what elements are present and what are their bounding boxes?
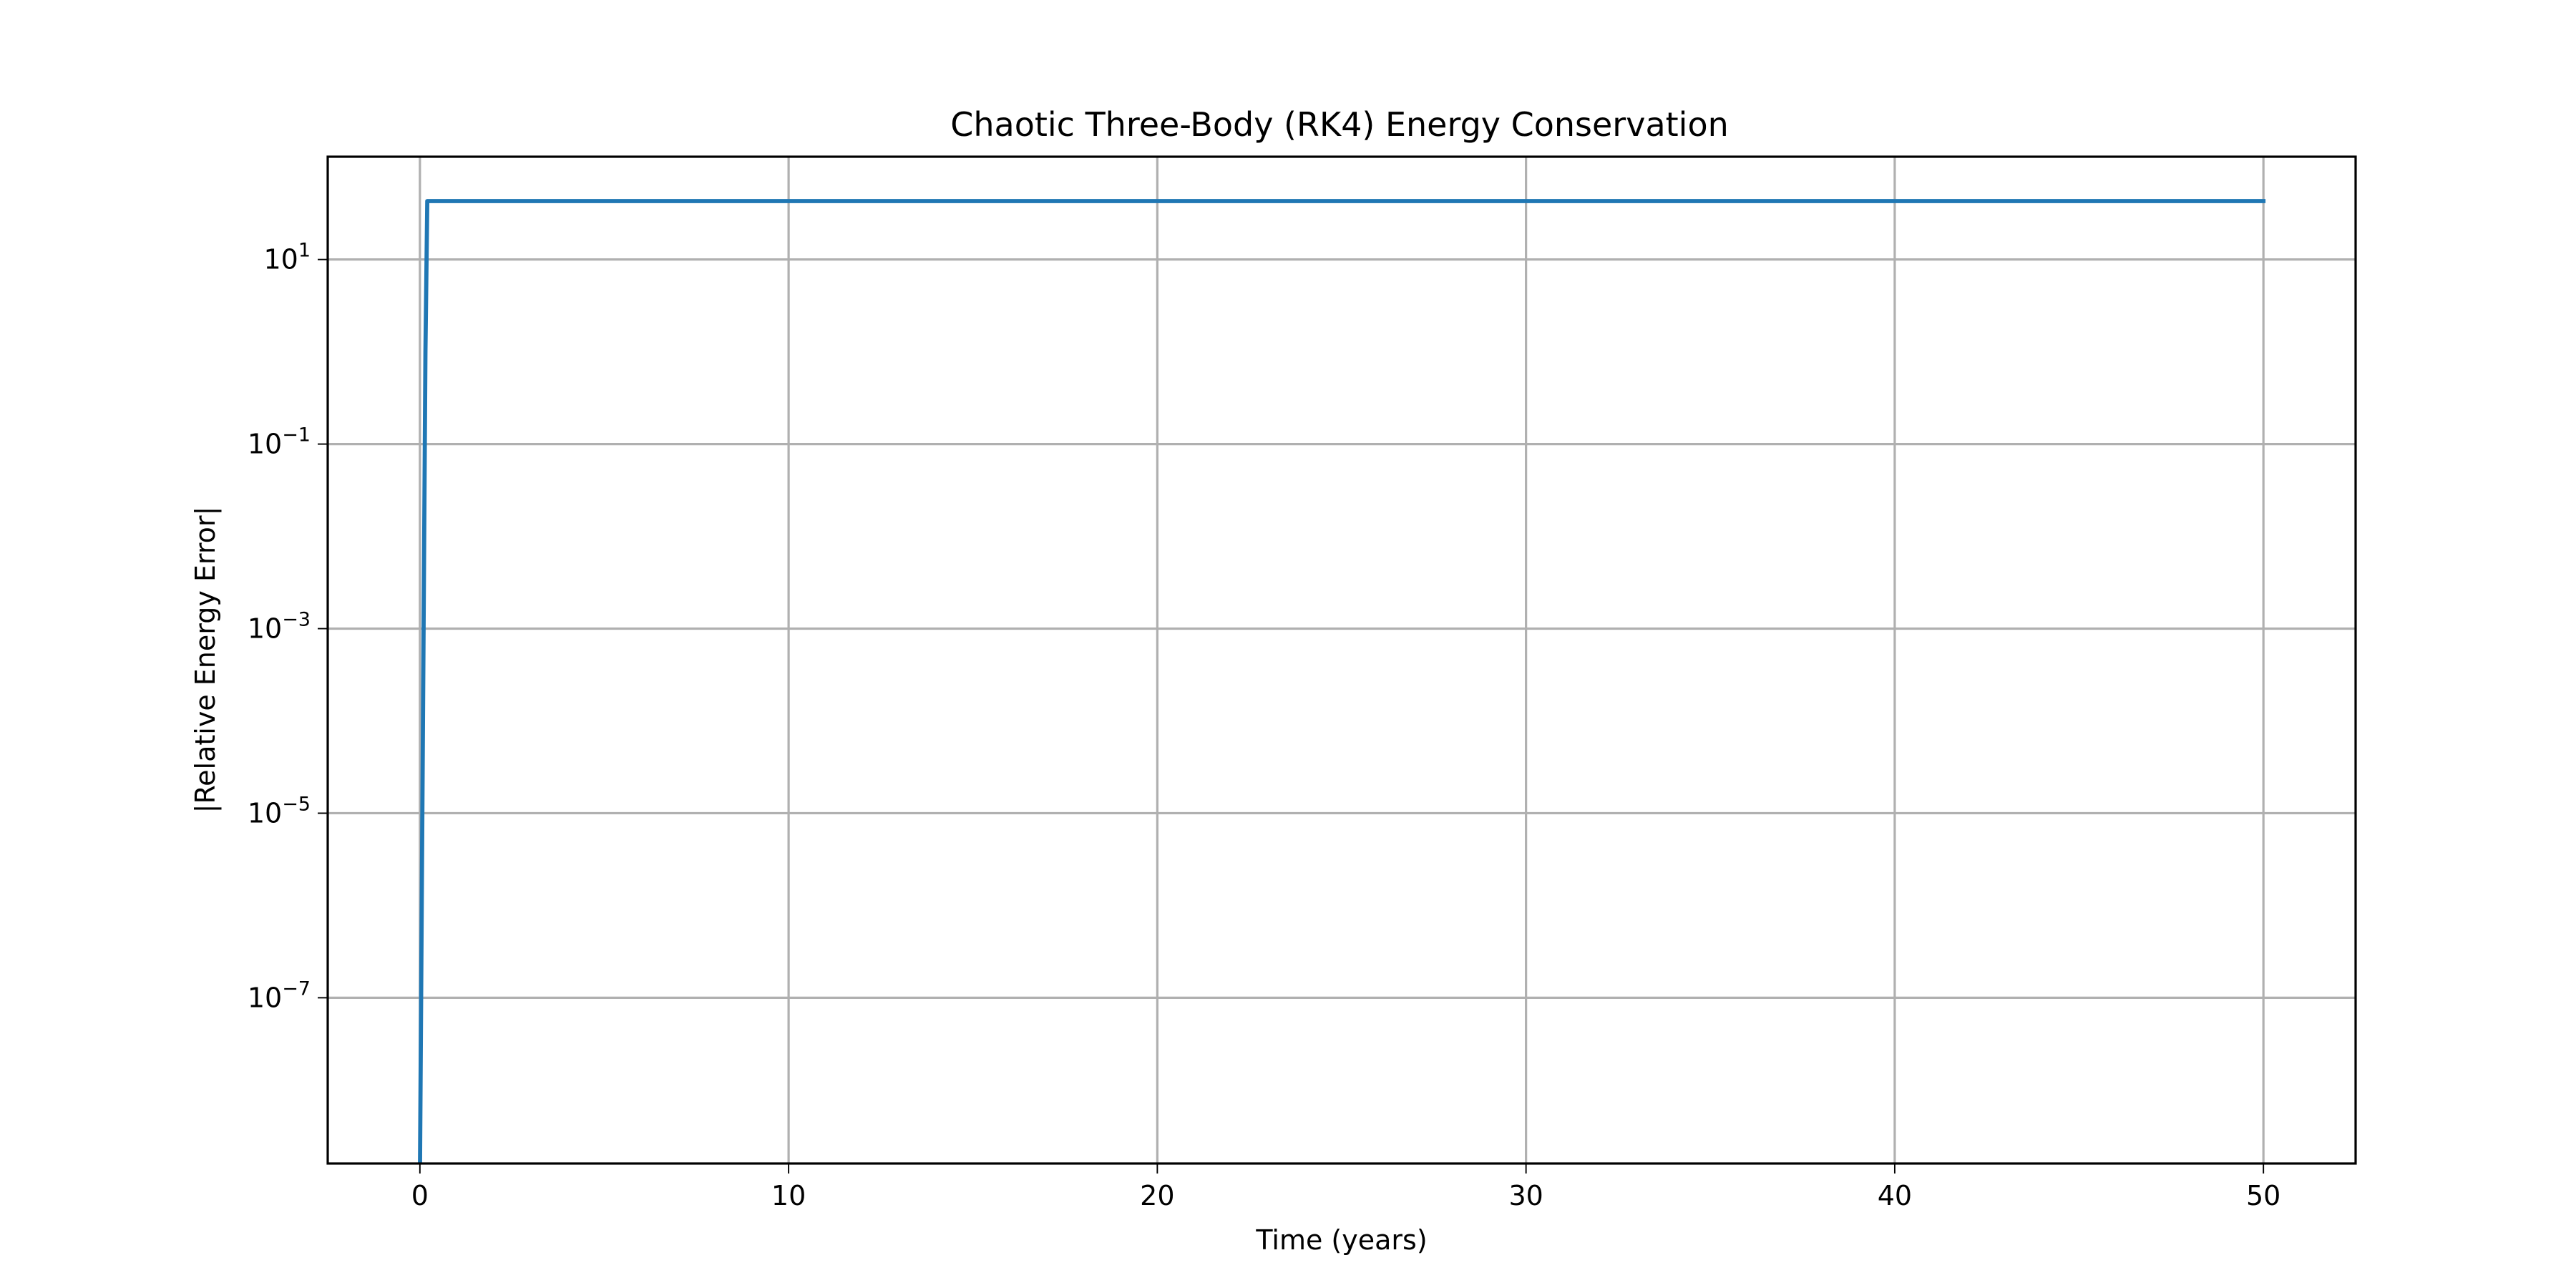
y-tick-label: 10−1 <box>248 424 311 460</box>
plot-area <box>326 155 2357 1165</box>
y-tick-label-base: 10 <box>263 244 298 275</box>
y-tick-label: 101 <box>263 240 311 275</box>
y-tick-label: 10−3 <box>248 609 311 645</box>
x-tick-label: 0 <box>411 1180 429 1211</box>
x-tick-label: 50 <box>2246 1180 2280 1211</box>
y-tick-label-exponent: −3 <box>282 609 311 631</box>
chart-title: Chaotic Three-Body (RK4) Energy Conserva… <box>950 105 1729 144</box>
y-tick-label-exponent: −5 <box>282 793 311 815</box>
axes-frame <box>326 155 2357 1165</box>
y-tick-label-base: 10 <box>248 613 282 645</box>
plot-background <box>328 157 2356 1163</box>
y-tick-label-exponent: 1 <box>298 240 311 262</box>
x-tick-label: 20 <box>1140 1180 1174 1211</box>
x-tick-label: 40 <box>1878 1180 1912 1211</box>
y-tick-label-exponent: −7 <box>282 977 311 1000</box>
x-tick-label: 30 <box>1508 1180 1543 1211</box>
y-tick-label-exponent: −1 <box>282 424 311 447</box>
y-tick-label-base: 10 <box>248 429 282 460</box>
series-layer <box>418 199 2266 1163</box>
x-gridlines <box>419 157 2265 1163</box>
y-gridlines <box>328 258 2356 999</box>
y-tick-label: 10−7 <box>248 977 311 1013</box>
y-tick-label-base: 10 <box>248 982 282 1013</box>
x-axis: 0 10 20 30 40 50 <box>411 1163 2280 1211</box>
series-line-0 <box>418 199 2266 1163</box>
x-tick-label: 10 <box>771 1180 806 1211</box>
x-axis-label: Time (years) <box>1255 1224 1427 1256</box>
y-tick-label-base: 10 <box>248 797 282 829</box>
y-tick-label: 10−5 <box>248 793 311 829</box>
y-axis-label: |Relative Energy Error| <box>190 507 222 814</box>
